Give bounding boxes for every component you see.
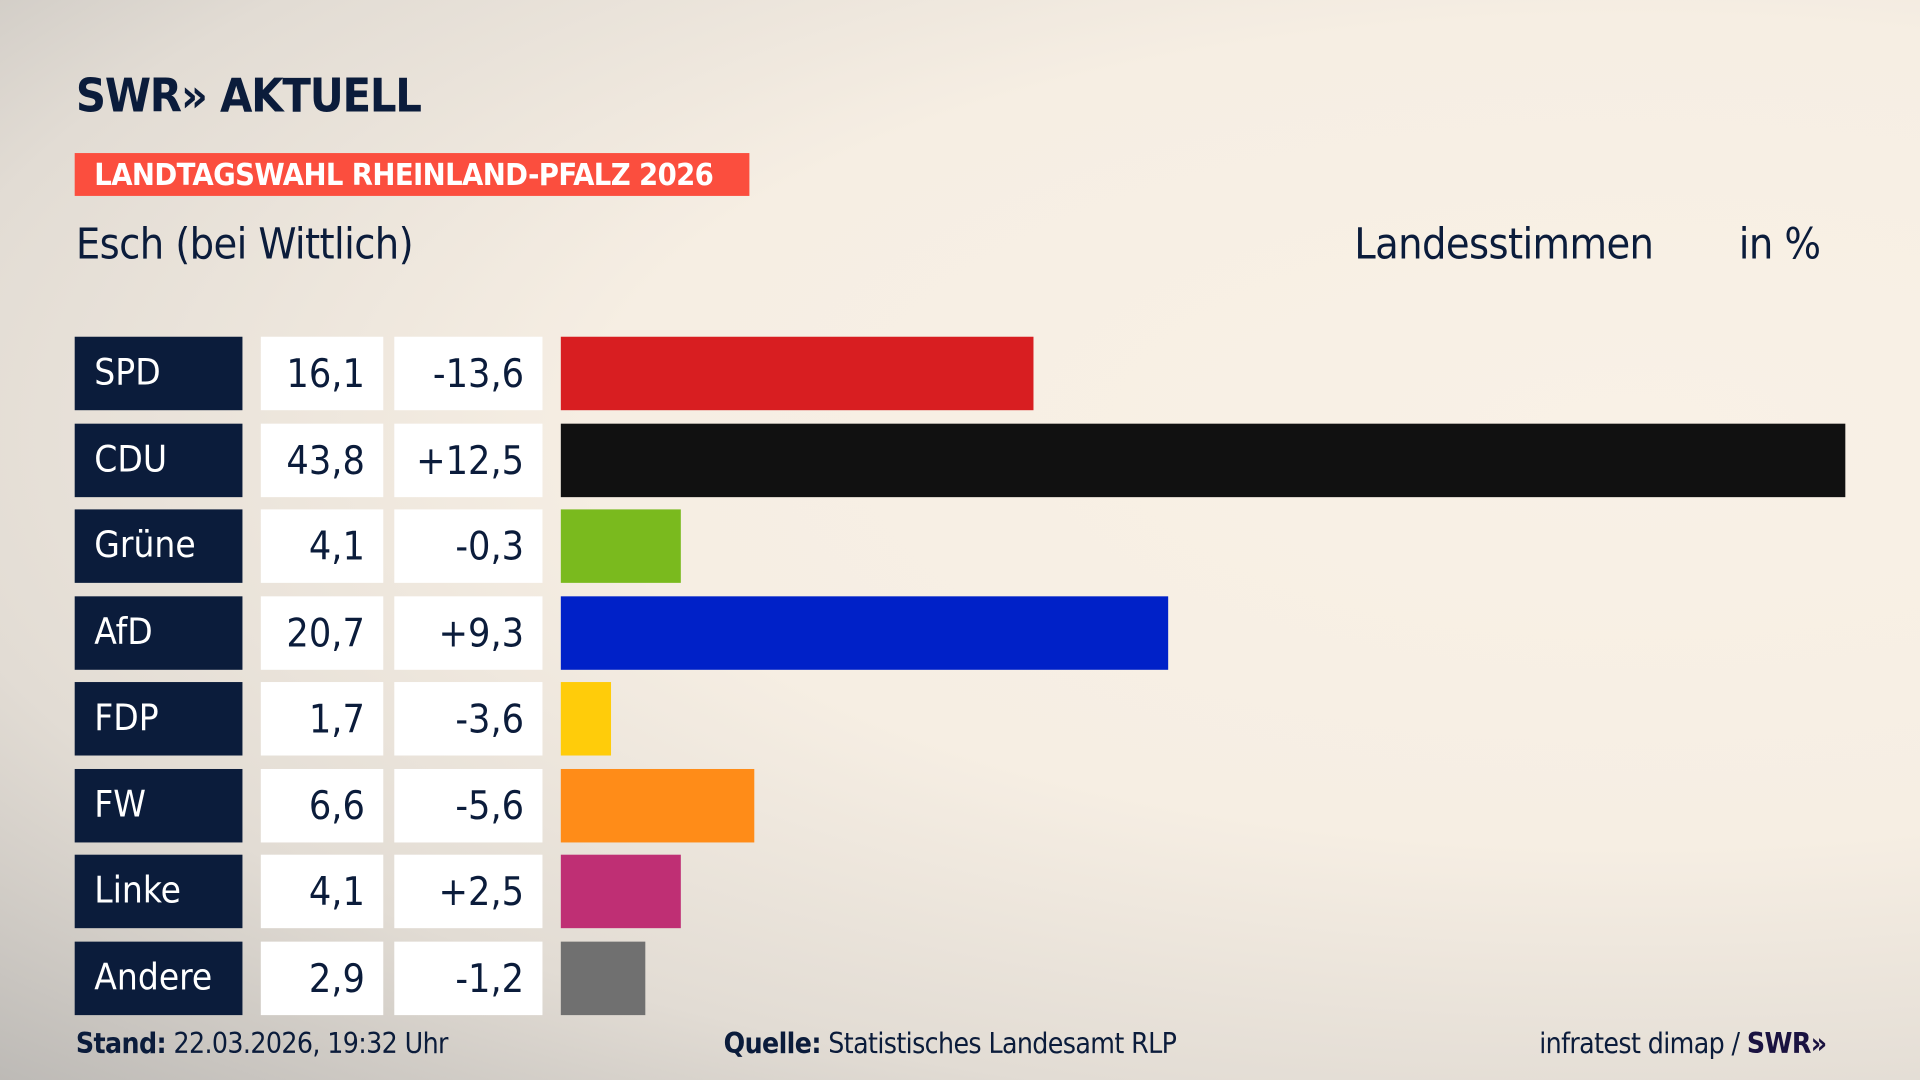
stand-label: Stand: [75, 1028, 167, 1061]
change-label: -1,2 [394, 941, 543, 1015]
change-label: -3,6 [394, 682, 543, 756]
party-label: SPD [74, 336, 243, 411]
swr-logo: SWR» [1746, 1028, 1827, 1061]
party-label: FW [74, 768, 243, 842]
value-label: 4,1 [260, 854, 384, 929]
timestamp: Stand: 22.03.2026, 19:32 Uhr [75, 1028, 449, 1061]
swr-aktuell-logo: SWR» AKTUELL [75, 68, 422, 123]
value-label: 16,1 [260, 336, 384, 411]
party-label: CDU [74, 423, 243, 497]
source-value: Statistisches Landesamt RLP [828, 1028, 1177, 1061]
bar [560, 423, 1846, 497]
value-label: 2,9 [260, 941, 384, 1015]
value-label: 6,6 [260, 768, 384, 842]
value-label: 1,7 [260, 682, 384, 756]
value-label: 20,7 [260, 595, 384, 670]
change-label: +2,5 [394, 854, 543, 929]
bar [560, 509, 682, 583]
source-label: Quelle: [723, 1028, 822, 1061]
change-label: +9,3 [394, 595, 543, 670]
credit-text: infratest dimap / [1539, 1028, 1740, 1061]
bar [560, 682, 611, 756]
party-label: AfD [74, 595, 243, 670]
bar [560, 941, 646, 1015]
value-label: 43,8 [260, 423, 384, 497]
change-label: -0,3 [394, 509, 543, 583]
change-label: -13,6 [394, 336, 543, 411]
change-label: -5,6 [394, 768, 543, 842]
measure-label: Landesstimmen [1354, 220, 1654, 270]
stand-value: 22.03.2026, 19:32 Uhr [173, 1028, 448, 1061]
bar [560, 768, 755, 842]
credit: infratest dimap / SWR» [1539, 1028, 1827, 1061]
location-title: Esch (bei Wittlich) [75, 220, 414, 270]
change-label: +12,5 [394, 423, 543, 497]
party-label: Grüne [74, 509, 243, 583]
election-badge: LANDTAGSWAHL RHEINLAND-PFALZ 2026 [74, 153, 750, 196]
party-label: Linke [74, 854, 243, 929]
party-label: FDP [74, 682, 243, 756]
party-label: Andere [74, 941, 243, 1015]
bar [560, 854, 682, 929]
unit-label: in % [1738, 220, 1821, 270]
source: Quelle: Statistisches Landesamt RLP [724, 1029, 1177, 1061]
bar [560, 336, 1033, 411]
value-label: 4,1 [260, 509, 384, 583]
bar [560, 595, 1168, 670]
